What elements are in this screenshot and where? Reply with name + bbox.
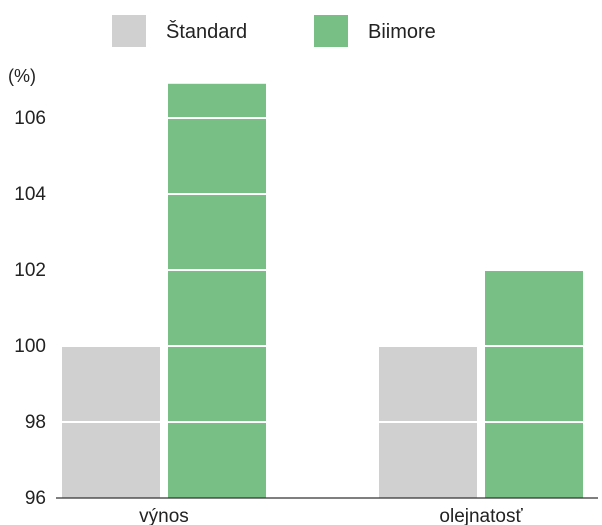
y-tick-label: 100 <box>14 336 46 357</box>
y-axis-unit-label: (%) <box>8 66 36 86</box>
bar-0-1 <box>168 83 266 499</box>
legend-label-0: Štandard <box>166 20 247 43</box>
x-tick-label: výnos <box>139 506 189 525</box>
bar-1-1 <box>485 270 583 498</box>
y-tick-label: 98 <box>25 412 46 433</box>
y-tick-label: 106 <box>14 108 46 129</box>
legend-swatch-0 <box>112 15 146 47</box>
y-tick-label: 104 <box>14 184 46 205</box>
bars <box>62 83 583 499</box>
y-axis-ticks: 96 98 100 102 104 106 <box>14 108 60 509</box>
legend: Štandard Biimore <box>112 15 436 47</box>
x-axis-labels: výnos olejnatosť <box>139 506 523 525</box>
legend-label-1: Biimore <box>368 21 436 43</box>
y-tick-label: 96 <box>25 488 46 509</box>
gridlines <box>56 117 598 423</box>
y-tick-label: 102 <box>14 260 46 281</box>
x-tick-label: olejnatosť <box>439 506 523 525</box>
legend-swatch-1 <box>314 15 348 47</box>
